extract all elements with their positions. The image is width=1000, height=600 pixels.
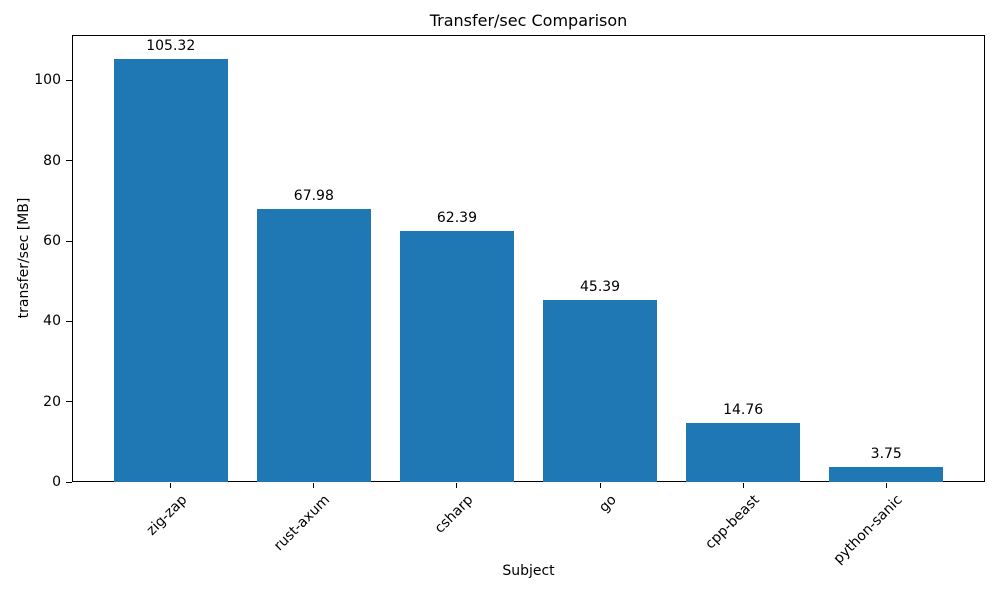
x-axis-label: Subject	[502, 563, 555, 579]
y-tick-mark	[66, 401, 72, 403]
bar	[685, 422, 801, 482]
x-tick-mark	[885, 483, 887, 488]
x-tick-label: python-sanic	[830, 492, 906, 568]
x-tick-label: rust-axum	[271, 492, 334, 555]
y-tick-label: 20	[43, 393, 61, 410]
y-tick-mark	[66, 79, 72, 81]
x-tick-label: go	[595, 492, 620, 516]
y-tick-mark	[66, 160, 72, 162]
bar-value-label: 3.75	[870, 445, 902, 462]
chart-title: Transfer/sec Comparison	[429, 11, 628, 30]
x-tick-label: csharp	[431, 492, 477, 537]
y-tick-label: 0	[52, 474, 61, 490]
bar-value-label: 105.32	[146, 38, 196, 55]
y-tick-mark	[66, 240, 72, 242]
bar	[829, 466, 944, 482]
bar	[256, 208, 372, 482]
bar-value-label: 62.39	[436, 210, 477, 227]
y-tick-label: 100	[34, 72, 61, 89]
x-tick-mark	[599, 483, 601, 488]
x-tick-label: cpp-beast	[702, 492, 763, 553]
x-tick-mark	[170, 483, 172, 488]
bar-value-label: 45.39	[580, 278, 621, 295]
bar-value-label: 67.98	[293, 187, 334, 204]
y-tick-label: 60	[43, 233, 61, 250]
x-tick-label: zig-zap	[143, 492, 191, 539]
bar	[399, 231, 515, 482]
y-axis-label: transfer/sec [MB]	[16, 197, 32, 319]
y-tick-label: 80	[43, 152, 61, 169]
x-tick-mark	[742, 483, 744, 488]
x-tick-mark	[456, 483, 458, 488]
bar-value-label: 14.76	[723, 401, 764, 418]
y-tick-label: 40	[43, 313, 61, 330]
x-tick-mark	[313, 483, 315, 488]
bar	[113, 59, 228, 482]
bar	[542, 299, 658, 482]
y-tick-mark	[66, 320, 72, 322]
y-tick-mark	[66, 481, 72, 483]
